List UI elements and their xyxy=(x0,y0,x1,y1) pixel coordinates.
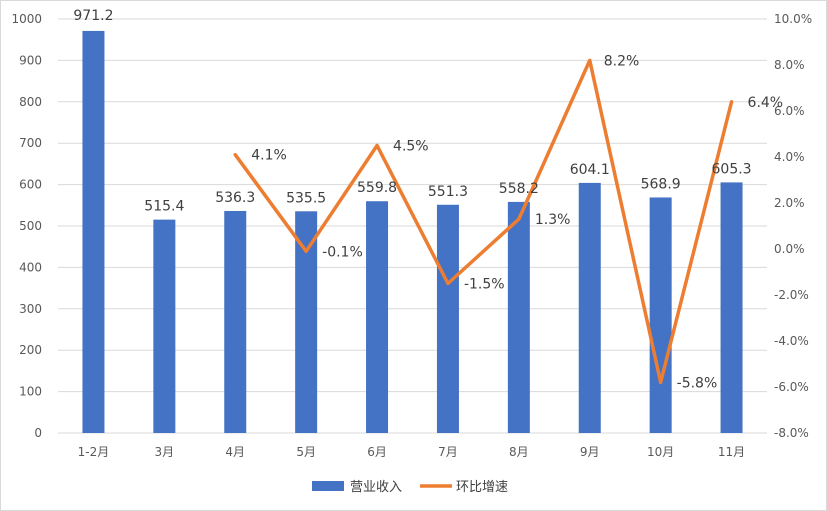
y2-tick-label: 6.0% xyxy=(774,104,805,118)
bar[interactable] xyxy=(295,211,318,433)
y2-tick-label: 2.0% xyxy=(774,196,805,210)
x-tick-label: 1-2月 xyxy=(78,445,110,459)
y2-tick-label: -8.0% xyxy=(774,426,809,440)
y2-tick-label: 4.0% xyxy=(774,150,805,164)
bar-data-label: 971.2 xyxy=(73,8,113,24)
bar[interactable] xyxy=(649,197,672,433)
bar-data-label: 558.2 xyxy=(499,181,539,197)
bar-data-label: 568.9 xyxy=(641,176,681,192)
y-tick-label: 200 xyxy=(19,343,42,357)
legend-label: 环比增速 xyxy=(456,480,508,495)
bar[interactable] xyxy=(507,201,530,433)
x-tick-label: 3月 xyxy=(155,445,175,459)
bar-data-label: 604.1 xyxy=(570,162,610,178)
y2-tick-label: 0.0% xyxy=(774,242,805,256)
x-tick-label: 8月 xyxy=(509,445,529,459)
x-tick-label: 5月 xyxy=(296,445,316,459)
line-data-label: -5.8% xyxy=(677,375,718,391)
y-tick-label: 800 xyxy=(19,95,42,109)
y-tick-label: 1000 xyxy=(11,12,42,26)
x-tick-label: 10月 xyxy=(647,445,674,459)
y2-tick-label: 10.0% xyxy=(774,12,812,26)
bar[interactable] xyxy=(224,210,247,433)
y2-tick-label: -2.0% xyxy=(774,288,809,302)
x-tick-label: 4月 xyxy=(225,445,245,459)
x-tick-label: 11月 xyxy=(718,445,745,459)
bar[interactable] xyxy=(720,182,743,433)
legend-swatch-bars xyxy=(312,481,344,491)
line-data-label: 6.4% xyxy=(748,95,784,111)
bar-data-label: 536.3 xyxy=(215,190,255,206)
y-tick-label: 0 xyxy=(34,426,42,440)
y-tick-label: 700 xyxy=(19,136,42,150)
bar[interactable] xyxy=(436,204,459,433)
bar-data-label: 559.8 xyxy=(357,180,397,196)
bar-data-label: 535.5 xyxy=(286,190,326,206)
x-tick-label: 7月 xyxy=(438,445,458,459)
y-tick-label: 400 xyxy=(19,260,42,274)
line-data-label: 1.3% xyxy=(535,212,571,228)
line-data-label: -0.1% xyxy=(322,244,363,260)
bar[interactable] xyxy=(578,182,601,433)
growth-line[interactable] xyxy=(233,58,734,385)
x-tick-label: 9月 xyxy=(580,445,600,459)
bar-data-label: 515.4 xyxy=(144,199,184,215)
legend-label: 营业收入 xyxy=(350,480,402,495)
line-data-label: 4.5% xyxy=(393,139,429,155)
y2-tick-label: -6.0% xyxy=(774,380,809,394)
line-data-label: -1.5% xyxy=(464,277,505,293)
y2-tick-label: -4.0% xyxy=(774,334,809,348)
y-tick-label: 900 xyxy=(19,53,42,67)
bar-data-label: 605.3 xyxy=(712,161,752,177)
bar[interactable] xyxy=(153,219,176,433)
y-tick-label: 300 xyxy=(19,302,42,316)
y-tick-label: 500 xyxy=(19,219,42,233)
bar-data-label: 551.3 xyxy=(428,184,468,200)
line-data-label: 8.2% xyxy=(604,53,640,69)
y2-tick-label: 8.0% xyxy=(774,58,805,72)
line-data-label: 4.1% xyxy=(251,148,287,164)
bar[interactable] xyxy=(366,201,389,433)
x-tick-label: 6月 xyxy=(367,445,387,459)
bar[interactable] xyxy=(82,30,105,434)
y-tick-label: 600 xyxy=(19,178,42,192)
y-tick-label: 100 xyxy=(19,385,42,399)
